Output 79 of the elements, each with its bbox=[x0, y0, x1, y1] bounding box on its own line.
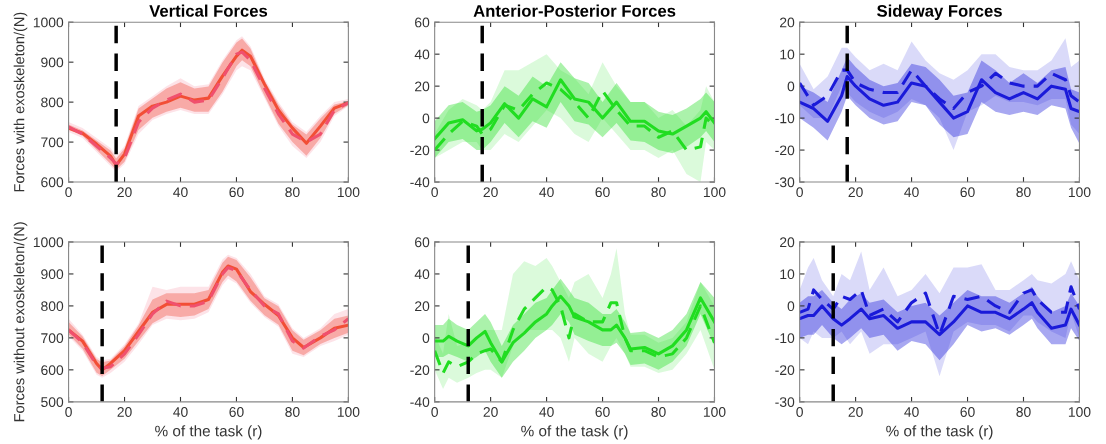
x-tick-label: 100 bbox=[337, 407, 360, 417]
x-tick-label: 80 bbox=[1016, 407, 1031, 417]
x-tick-label: 60 bbox=[229, 187, 244, 198]
chart-title: Sideway Forces bbox=[877, 4, 1002, 21]
y-axis-title: Forces without exoskeleton/(N) bbox=[13, 222, 28, 422]
y-tick-label: 40 bbox=[414, 49, 430, 60]
y-tick-label: 10 bbox=[780, 49, 795, 60]
x-tick-label: 20 bbox=[483, 407, 498, 417]
y-tick-label: -20 bbox=[410, 145, 430, 156]
x-tick-label: 100 bbox=[337, 187, 360, 198]
y-tick-label: 900 bbox=[41, 57, 64, 68]
y-tick-label: 10 bbox=[780, 269, 795, 280]
x-tick-label: 0 bbox=[796, 187, 803, 198]
y-axis-title: Forces with exoskeleton/(N) bbox=[13, 12, 28, 192]
x-tick-label: 0 bbox=[431, 187, 438, 198]
y-tick-label: 0 bbox=[787, 81, 795, 92]
y-tick-label: -30 bbox=[775, 177, 795, 188]
y-tick-label: 20 bbox=[415, 301, 430, 312]
x-tick-label: 100 bbox=[703, 187, 726, 198]
x-tick-label: 60 bbox=[960, 187, 975, 198]
y-tick-label: 20 bbox=[780, 17, 795, 28]
y-tick-label: 600 bbox=[41, 365, 64, 376]
x-tick-label: 80 bbox=[1016, 187, 1031, 198]
y-tick-label: 0 bbox=[787, 301, 795, 312]
y-tick-label: 700 bbox=[41, 137, 64, 148]
y-tick-label: 500 bbox=[41, 397, 64, 407]
y-tick-label: 1000 bbox=[33, 237, 64, 248]
x-tick-label: 60 bbox=[595, 187, 610, 198]
y-tick-label: 600 bbox=[41, 177, 64, 188]
x-tick-label: 0 bbox=[796, 407, 803, 417]
y-tick-label: 700 bbox=[41, 333, 64, 344]
x-tick-label: 20 bbox=[848, 187, 863, 198]
y-tick-label: -10 bbox=[775, 333, 795, 344]
x-tick-label: 80 bbox=[651, 407, 666, 417]
x-tick-label: 60 bbox=[960, 407, 975, 417]
y-tick-label: 20 bbox=[780, 237, 795, 248]
x-axis-title: % of the task (r) bbox=[521, 425, 628, 440]
y-tick-label: -10 bbox=[775, 113, 795, 124]
y-tick-label: 1000 bbox=[33, 17, 64, 28]
x-tick-label: 0 bbox=[65, 187, 72, 198]
y-tick-label: -30 bbox=[775, 397, 795, 407]
x-tick-label: 80 bbox=[285, 187, 300, 198]
x-tick-label: 0 bbox=[431, 407, 438, 417]
y-tick-label: -20 bbox=[410, 365, 430, 376]
x-axis-title: % of the task (r) bbox=[886, 425, 993, 440]
x-tick-label: 40 bbox=[173, 187, 188, 198]
x-axis-title: % of the task (r) bbox=[155, 425, 262, 440]
x-tick-label: 20 bbox=[117, 407, 132, 417]
x-tick-label: 20 bbox=[848, 407, 863, 417]
x-tick-label: 60 bbox=[229, 407, 244, 417]
y-tick-label: 60 bbox=[415, 17, 430, 28]
y-tick-label: 40 bbox=[414, 269, 430, 280]
y-tick-label: 20 bbox=[415, 81, 430, 92]
chart-title: Anterior-Posterior Forces bbox=[473, 4, 676, 17]
y-tick-label: 0 bbox=[422, 113, 430, 124]
x-tick-label: 100 bbox=[1068, 187, 1091, 198]
x-tick-label: 0 bbox=[65, 407, 72, 417]
y-tick-label: -20 bbox=[775, 145, 795, 156]
chart-title: Vertical Forces bbox=[149, 4, 268, 17]
y-tick-label: 60 bbox=[415, 237, 430, 248]
y-tick-label: -20 bbox=[775, 365, 795, 376]
y-tick-label: 800 bbox=[41, 301, 64, 312]
y-tick-label: 900 bbox=[41, 269, 64, 280]
x-tick-label: 20 bbox=[483, 187, 498, 198]
x-tick-label: 40 bbox=[539, 407, 554, 417]
x-tick-label: 80 bbox=[651, 187, 666, 198]
y-tick-label: 800 bbox=[41, 97, 64, 108]
x-tick-label: 40 bbox=[173, 407, 188, 417]
x-tick-label: 100 bbox=[1068, 407, 1091, 417]
y-tick-label: -40 bbox=[410, 177, 430, 188]
x-tick-label: 40 bbox=[539, 187, 554, 198]
x-tick-label: 80 bbox=[285, 407, 300, 417]
x-tick-label: 40 bbox=[904, 407, 919, 417]
x-tick-label: 60 bbox=[595, 407, 610, 417]
y-tick-label: -40 bbox=[410, 397, 430, 407]
y-tick-label: 0 bbox=[422, 333, 430, 344]
x-tick-label: 40 bbox=[904, 187, 919, 198]
x-tick-label: 100 bbox=[703, 407, 726, 417]
x-tick-label: 20 bbox=[117, 187, 132, 198]
